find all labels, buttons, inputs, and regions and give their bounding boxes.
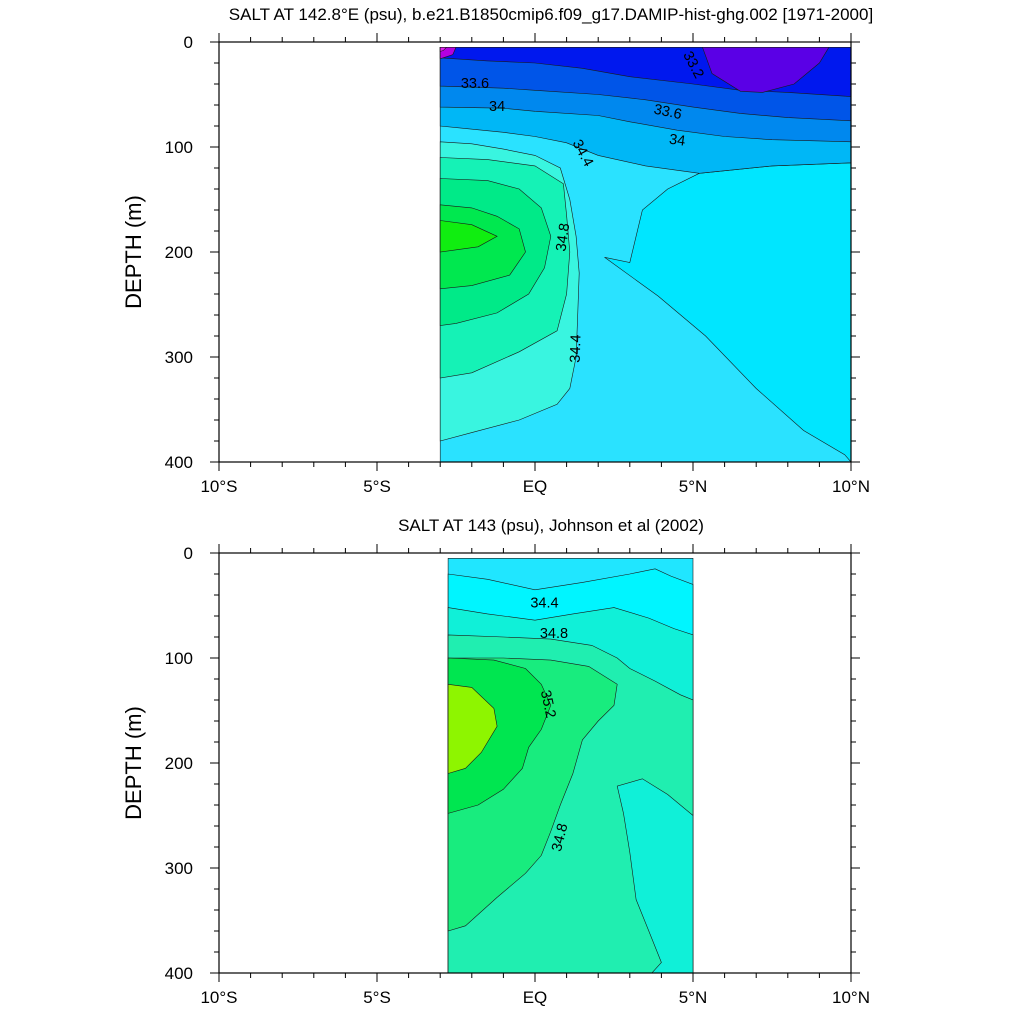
x-tick-label: 10°N <box>832 477 870 496</box>
y-tick-label: 200 <box>165 754 193 773</box>
contour-label: 33.6 <box>461 76 489 92</box>
y-tick-label: 0 <box>184 33 193 52</box>
x-tick-label: 5°S <box>363 988 391 1007</box>
y-axis-label: DEPTH (m) <box>121 195 146 309</box>
contour-label: 34 <box>668 132 686 150</box>
y-tick-label: 400 <box>165 453 193 472</box>
x-tick-label: EQ <box>523 477 548 496</box>
x-tick-label: 5°N <box>679 477 708 496</box>
contour-label: 34 <box>489 99 505 115</box>
y-tick-label: 300 <box>165 859 193 878</box>
contour-label: 35.2 <box>537 689 559 720</box>
y-axis-label: DEPTH (m) <box>121 706 146 820</box>
contour-region-34-4 <box>604 162 852 463</box>
contour-region-33 <box>439 46 457 60</box>
contour-label: 34.4 <box>530 595 558 611</box>
chart-title: SALT AT 143 (psu), Johnson et al (2002) <box>398 516 704 535</box>
x-tick-label: 5°N <box>679 988 708 1007</box>
x-tick-label: 5°S <box>363 477 391 496</box>
y-tick-label: 200 <box>165 243 193 262</box>
x-tick-label: EQ <box>523 988 548 1007</box>
contour-region-35-2 <box>439 220 498 253</box>
y-tick-label: 0 <box>184 544 193 563</box>
contour-label: 33.6 <box>652 102 683 124</box>
x-tick-label: 10°N <box>832 988 870 1007</box>
y-tick-label: 100 <box>165 649 193 668</box>
contour-label: 34.8 <box>549 822 571 853</box>
observed-salinity-panel: 10°S 5°S EQ 5°N 10°N 0 100 200 300 400 DEPTH (m) SA… <box>121 516 870 1007</box>
model-salinity-panel: 10°S 5°S EQ 5°N 10°N 0 100 200 300 400 DEPTH (m) SA… <box>121 5 873 496</box>
chart-title: SALT AT 142.8°E (psu), b.e21.B1850cmip6.… <box>229 5 873 24</box>
contour-label: 34.8 <box>554 222 574 252</box>
contour-region-32-8 <box>439 46 448 52</box>
contour-label: 34.4 <box>568 334 585 363</box>
x-tick-label: 10°S <box>200 477 237 496</box>
contour-label: 34.8 <box>540 626 568 642</box>
contour-region-35-4 <box>447 683 498 774</box>
y-tick-label: 400 <box>165 964 193 983</box>
contour-region-33-2 <box>702 46 830 93</box>
x-tick-label: 10°S <box>200 988 237 1007</box>
y-tick-label: 100 <box>165 138 193 157</box>
y-tick-label: 300 <box>165 348 193 367</box>
